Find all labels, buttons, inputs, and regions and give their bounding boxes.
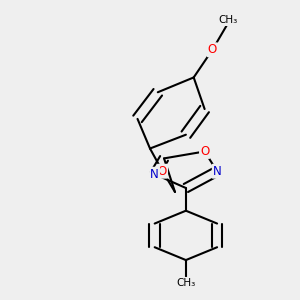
Text: CH₃: CH₃: [176, 278, 196, 288]
Text: O: O: [158, 165, 167, 178]
Text: O: O: [200, 145, 209, 158]
Text: N: N: [213, 165, 221, 178]
Text: O: O: [208, 43, 217, 56]
Text: N: N: [150, 168, 159, 181]
Text: CH₃: CH₃: [218, 15, 238, 25]
